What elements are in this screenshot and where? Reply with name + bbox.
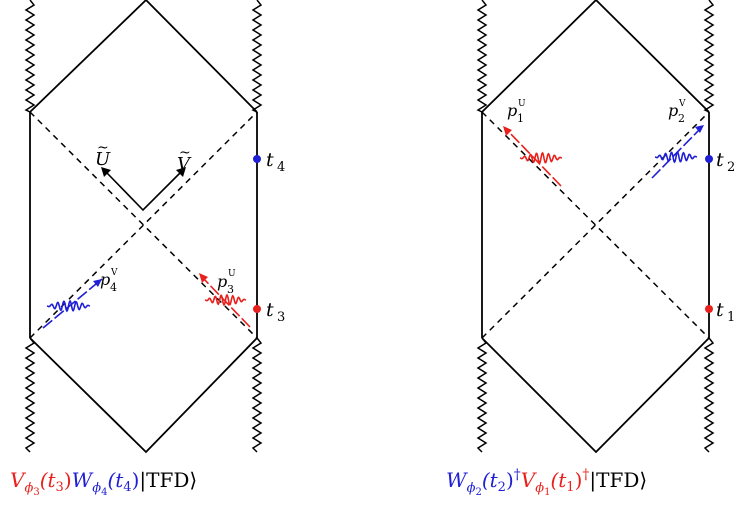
t2-subscript: 2 [727, 160, 735, 175]
u-tilde-label: U [95, 149, 111, 170]
left-boundary-zigzag [24, 0, 36, 113]
t2-label: t [716, 149, 724, 171]
right-boundary-zigzag [703, 337, 715, 453]
u-v-axes [106, 172, 181, 212]
svg-text:p: p [668, 101, 678, 120]
left-boundary-zigzag [476, 0, 488, 113]
p4-label: p 4 V [100, 268, 118, 294]
top-horizon-lines [481, 0, 710, 113]
v-tilde-label: V [177, 154, 192, 175]
svg-text:2: 2 [678, 112, 685, 125]
t1-subscript: 1 [727, 310, 735, 325]
t1-dot [705, 305, 713, 313]
right-boundary-zigzag [251, 0, 263, 113]
svg-text:V: V [678, 99, 686, 109]
t1-label: t [716, 299, 724, 321]
svg-text:p: p [100, 270, 110, 289]
right-caption: Wϕ2(t2)†Vϕ1(t1)†|TFD⟩ [446, 467, 647, 498]
top-horizon-lines [29, 0, 258, 113]
svg-text:3: 3 [227, 283, 234, 296]
svg-text:p: p [507, 101, 517, 120]
t3-dot [253, 305, 261, 313]
left-penrose-diagram: U ~ V ~ t 4 t 3 p 4 V p 3 U [10, 0, 285, 498]
t4-label: t [266, 149, 274, 171]
dashed-horizon-v [481, 111, 710, 339]
v-arrowhead [176, 167, 186, 177]
u-arrowhead [101, 167, 111, 177]
dashed-horizon-v [29, 111, 258, 339]
p2-shockwave [651, 125, 704, 179]
left-boundary-zigzag [24, 337, 36, 453]
dashed-horizon-u [481, 111, 710, 339]
svg-text:V: V [110, 268, 118, 278]
svg-text:U: U [228, 269, 236, 279]
p3-label: p 3 U [217, 269, 236, 296]
svg-text:4: 4 [110, 281, 117, 294]
left-caption: Vϕ3(t3)Wϕ4(t4)|TFD⟩ [10, 468, 197, 498]
right-boundary-zigzag [251, 337, 263, 453]
bottom-horizon-lines [481, 337, 710, 454]
right-penrose-diagram: t 2 t 1 p 1 U p 2 V Wϕ2(t2)†Vϕ1(t1) [446, 0, 735, 498]
p2-label: p 2 V [668, 99, 686, 125]
t3-subscript: 3 [277, 310, 285, 325]
t4-dot [253, 155, 261, 163]
p1-label: p 1 U [507, 99, 526, 125]
right-boundary-zigzag [703, 0, 715, 113]
svg-text:U: U [518, 99, 526, 109]
svg-text:p: p [217, 272, 227, 291]
svg-text:1: 1 [517, 112, 524, 125]
v-tilde: ~ [179, 145, 191, 161]
t2-dot [705, 155, 713, 163]
t4-subscript: 4 [277, 160, 285, 175]
t3-label: t [266, 299, 274, 321]
left-boundary-zigzag [476, 337, 488, 453]
p3-shockwave [199, 273, 251, 328]
p4-shockwave [42, 278, 103, 329]
bottom-horizon-lines [29, 337, 258, 454]
p1-shockwave [503, 126, 563, 187]
u-tilde: ~ [97, 140, 109, 156]
